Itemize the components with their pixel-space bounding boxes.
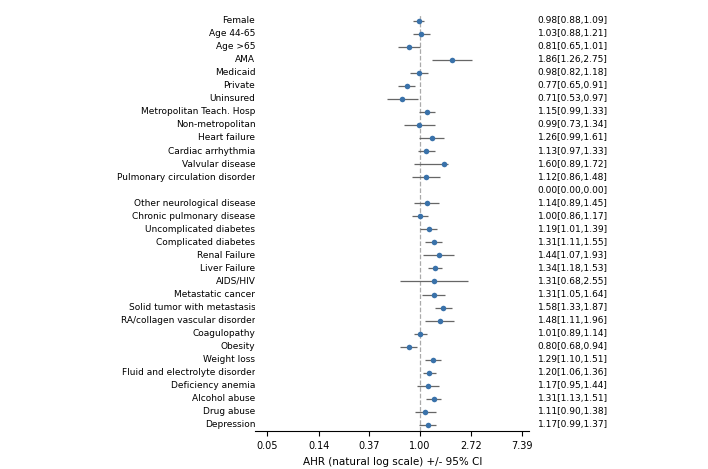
Text: 0.71[0.53,0.97]: 0.71[0.53,0.97] xyxy=(537,94,607,103)
Text: Pulmonary circulation disorder: Pulmonary circulation disorder xyxy=(117,173,256,182)
Text: 1.31[1.05,1.64]: 1.31[1.05,1.64] xyxy=(537,290,607,299)
Text: Non-metropolitan: Non-metropolitan xyxy=(176,121,256,129)
Text: Uninsured: Uninsured xyxy=(210,94,256,103)
Text: Solid tumor with metastasis: Solid tumor with metastasis xyxy=(129,303,256,312)
Text: Complicated diabetes: Complicated diabetes xyxy=(156,238,256,247)
Text: 0.98[0.88,1.09]: 0.98[0.88,1.09] xyxy=(537,16,607,25)
Text: Heart failure: Heart failure xyxy=(198,134,256,143)
Text: 1.20[1.06,1.36]: 1.20[1.06,1.36] xyxy=(537,368,607,377)
Text: Female: Female xyxy=(222,16,256,25)
Text: Private: Private xyxy=(224,81,256,91)
Text: Metropolitan Teach. Hosp: Metropolitan Teach. Hosp xyxy=(141,107,256,116)
Text: Weight loss: Weight loss xyxy=(203,355,256,364)
Text: 1.14[0.89,1.45]: 1.14[0.89,1.45] xyxy=(537,199,607,208)
Text: 1.26[0.99,1.61]: 1.26[0.99,1.61] xyxy=(537,134,607,143)
Text: Cardiac arrhythmia: Cardiac arrhythmia xyxy=(168,146,256,156)
Text: 0.77[0.65,0.91]: 0.77[0.65,0.91] xyxy=(537,81,607,91)
Text: AMA: AMA xyxy=(235,55,256,64)
Text: Alcohol abuse: Alcohol abuse xyxy=(192,394,256,403)
Text: Deficiency anemia: Deficiency anemia xyxy=(171,381,256,390)
Text: Metastatic cancer: Metastatic cancer xyxy=(174,290,256,299)
Text: Uncomplicated diabetes: Uncomplicated diabetes xyxy=(145,225,256,234)
Text: Age >65: Age >65 xyxy=(216,42,256,51)
Text: 1.31[1.13,1.51]: 1.31[1.13,1.51] xyxy=(537,394,607,403)
Text: Medicaid: Medicaid xyxy=(215,68,256,77)
Text: Drug abuse: Drug abuse xyxy=(203,408,256,416)
Text: 1.48[1.11,1.96]: 1.48[1.11,1.96] xyxy=(537,316,607,325)
Text: 0.81[0.65,1.01]: 0.81[0.65,1.01] xyxy=(537,42,607,51)
Text: Liver Failure: Liver Failure xyxy=(200,264,256,273)
Text: RA/collagen vascular disorder: RA/collagen vascular disorder xyxy=(121,316,256,325)
Text: 1.44[1.07,1.93]: 1.44[1.07,1.93] xyxy=(537,251,607,260)
Text: 1.17[0.99,1.37]: 1.17[0.99,1.37] xyxy=(537,420,607,430)
Text: 1.11[0.90,1.38]: 1.11[0.90,1.38] xyxy=(537,408,607,416)
Text: 1.34[1.18,1.53]: 1.34[1.18,1.53] xyxy=(537,264,607,273)
Text: 1.12[0.86,1.48]: 1.12[0.86,1.48] xyxy=(537,173,607,182)
Text: 1.29[1.10,1.51]: 1.29[1.10,1.51] xyxy=(537,355,607,364)
Text: 1.15[0.99,1.33]: 1.15[0.99,1.33] xyxy=(537,107,607,116)
Text: 1.01[0.89,1.14]: 1.01[0.89,1.14] xyxy=(537,329,607,338)
Text: 1.03[0.88,1.21]: 1.03[0.88,1.21] xyxy=(537,29,607,38)
Text: 1.13[0.97,1.33]: 1.13[0.97,1.33] xyxy=(537,146,607,156)
Text: 1.17[0.95,1.44]: 1.17[0.95,1.44] xyxy=(537,381,607,390)
Text: AIDS/HIV: AIDS/HIV xyxy=(215,277,256,286)
Text: Depression: Depression xyxy=(205,420,256,430)
Text: Renal Failure: Renal Failure xyxy=(198,251,256,260)
X-axis label: AHR (natural log scale) +/- 95% CI: AHR (natural log scale) +/- 95% CI xyxy=(303,457,482,467)
Text: Coagulopathy: Coagulopathy xyxy=(193,329,256,338)
Text: 1.86[1.26,2.75]: 1.86[1.26,2.75] xyxy=(537,55,607,64)
Text: 0.99[0.73,1.34]: 0.99[0.73,1.34] xyxy=(537,121,607,129)
Text: 1.60[0.89,1.72]: 1.60[0.89,1.72] xyxy=(537,159,607,168)
Text: Age 44-65: Age 44-65 xyxy=(209,29,256,38)
Text: 1.58[1.33,1.87]: 1.58[1.33,1.87] xyxy=(537,303,607,312)
Text: Fluid and electrolyte disorder: Fluid and electrolyte disorder xyxy=(122,368,256,377)
Text: Valvular disease: Valvular disease xyxy=(181,159,256,168)
Text: 1.31[0.68,2.55]: 1.31[0.68,2.55] xyxy=(537,277,607,286)
Text: Chronic pulmonary disease: Chronic pulmonary disease xyxy=(132,212,256,221)
Text: Other neurological disease: Other neurological disease xyxy=(134,199,256,208)
Text: 1.00[0.86,1.17]: 1.00[0.86,1.17] xyxy=(537,212,607,221)
Text: 1.31[1.11,1.55]: 1.31[1.11,1.55] xyxy=(537,238,607,247)
Text: 0.80[0.68,0.94]: 0.80[0.68,0.94] xyxy=(537,342,607,351)
Text: 0.00[0.00,0.00]: 0.00[0.00,0.00] xyxy=(537,186,607,195)
Text: Obesity: Obesity xyxy=(221,342,256,351)
Text: 1.19[1.01,1.39]: 1.19[1.01,1.39] xyxy=(537,225,607,234)
Text: 0.98[0.82,1.18]: 0.98[0.82,1.18] xyxy=(537,68,607,77)
